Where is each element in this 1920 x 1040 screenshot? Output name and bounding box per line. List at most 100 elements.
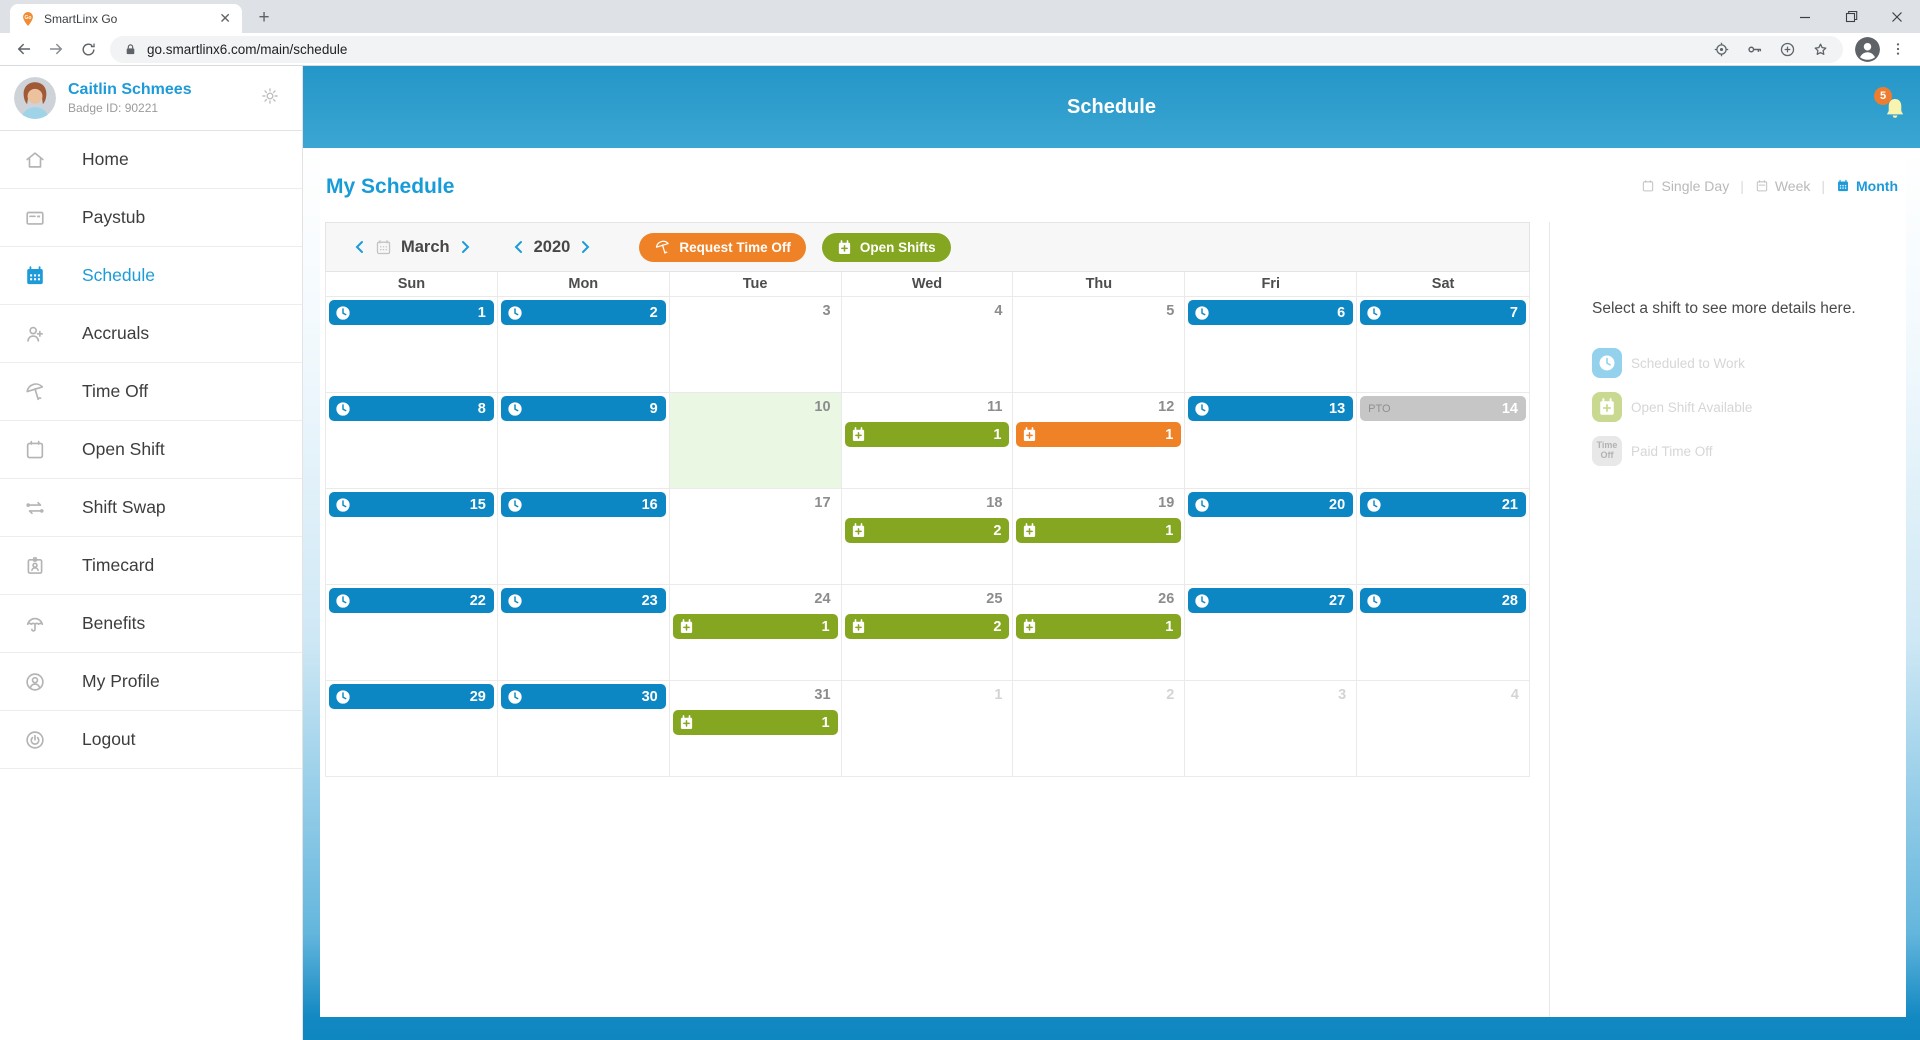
tab-close-icon[interactable]: ✕ xyxy=(219,10,231,26)
scheduled-shift-bar[interactable]: 23 xyxy=(500,588,666,613)
sidebar-item-my-profile[interactable]: My Profile xyxy=(0,653,302,711)
open-shift-bar[interactable]: 1 xyxy=(672,710,838,735)
scheduled-shift-bar[interactable]: 15 xyxy=(329,492,494,517)
password-key-icon[interactable] xyxy=(1746,41,1763,58)
view-toggle-week[interactable]: Week xyxy=(1755,178,1810,194)
scheduled-shift-bar[interactable]: 8 xyxy=(329,396,494,421)
sidebar-item-shift-swap[interactable]: Shift Swap xyxy=(0,479,302,537)
forward-icon[interactable] xyxy=(42,35,70,63)
calendar-day-cell[interactable]: 28 xyxy=(1357,584,1529,680)
calendar-day-cell[interactable]: 11 1 xyxy=(841,392,1014,488)
next-year-icon[interactable] xyxy=(577,239,593,255)
scheduled-shift-bar[interactable]: 16 xyxy=(500,492,666,517)
scheduled-shift-bar[interactable]: 6 xyxy=(1188,300,1354,325)
window-minimize-icon[interactable] xyxy=(1782,0,1828,33)
scheduled-shift-bar[interactable]: 7 xyxy=(1360,300,1526,325)
calendar-day-cell[interactable]: 6 xyxy=(1185,296,1358,392)
calendar-day-cell[interactable]: 10 xyxy=(669,392,842,488)
calendar-day-cell[interactable]: 4 xyxy=(841,296,1014,392)
calendar-day-cell[interactable]: 13 xyxy=(1185,392,1358,488)
calendar-day-cell[interactable]: PTO 14 xyxy=(1357,392,1529,488)
scheduled-shift-bar[interactable]: 9 xyxy=(500,396,666,421)
browser-tab[interactable]: Go SmartLinx Go ✕ xyxy=(10,4,242,33)
calendar-day-cell[interactable]: 30 xyxy=(497,680,670,776)
prev-month-icon[interactable] xyxy=(352,239,368,255)
open-shift-bar[interactable]: 1 xyxy=(1016,518,1182,543)
sidebar-item-logout[interactable]: Logout xyxy=(0,711,302,769)
calendar-day-cell[interactable]: 5 xyxy=(1013,296,1186,392)
open-shift-bar[interactable]: 1 xyxy=(1016,614,1182,639)
open-shift-bar[interactable]: 2 xyxy=(844,614,1010,639)
calendar-day-cell[interactable]: 1 xyxy=(841,680,1014,776)
view-toggle-month[interactable]: Month xyxy=(1836,178,1898,194)
next-month-icon[interactable] xyxy=(457,239,473,255)
calendar-day-cell[interactable]: 20 xyxy=(1185,488,1358,584)
browser-profile-avatar[interactable] xyxy=(1855,36,1880,62)
open-shifts-button[interactable]: Open Shifts xyxy=(821,232,951,262)
scheduled-shift-bar[interactable]: 30 xyxy=(500,684,666,709)
calendar-day-cell[interactable]: 2 xyxy=(1013,680,1186,776)
calendar-day-cell[interactable]: 24 1 xyxy=(669,584,842,680)
gear-icon[interactable] xyxy=(260,86,280,106)
calendar-day-cell[interactable]: 23 xyxy=(497,584,670,680)
sidebar-item-benefits[interactable]: Benefits xyxy=(0,595,302,653)
calendar-day-cell[interactable]: 31 1 xyxy=(669,680,842,776)
sidebar-item-accruals[interactable]: Accruals xyxy=(0,305,302,363)
prev-year-icon[interactable] xyxy=(511,239,527,255)
calendar-day-cell[interactable]: 2 xyxy=(497,296,670,392)
request-time-off-button[interactable]: Request Time Off xyxy=(639,232,806,262)
scheduled-shift-bar[interactable]: 2 xyxy=(500,300,666,325)
sidebar-item-open-shift[interactable]: Open Shift xyxy=(0,421,302,479)
browser-menu-icon[interactable] xyxy=(1886,37,1910,61)
calendar-day-cell[interactable]: 12 1 xyxy=(1013,392,1186,488)
scheduled-shift-bar[interactable]: 22 xyxy=(329,588,494,613)
scheduled-shift-bar[interactable]: 21 xyxy=(1360,492,1526,517)
open-shift-bar[interactable]: 2 xyxy=(844,518,1010,543)
calendar-day-cell[interactable]: 17 xyxy=(669,488,842,584)
calendar-day-cell[interactable]: 22 xyxy=(326,584,498,680)
time-off-request-bar[interactable]: 1 xyxy=(1016,422,1182,447)
scheduled-shift-bar[interactable]: 29 xyxy=(329,684,494,709)
scheduled-shift-bar[interactable]: 20 xyxy=(1188,492,1354,517)
calendar-day-cell[interactable]: 3 xyxy=(669,296,842,392)
notifications-bell[interactable]: 5 xyxy=(1874,87,1908,127)
open-shift-bar[interactable]: 1 xyxy=(672,614,838,639)
calendar-day-cell[interactable]: 1 xyxy=(326,296,498,392)
sidebar-item-schedule[interactable]: Schedule xyxy=(0,247,302,305)
sidebar-item-timecard[interactable]: Timecard xyxy=(0,537,302,595)
scheduled-shift-bar[interactable]: 27 xyxy=(1188,588,1354,613)
sidebar-item-paystub[interactable]: Paystub xyxy=(0,189,302,247)
calendar-day-cell[interactable]: 16 xyxy=(497,488,670,584)
add-circle-icon[interactable] xyxy=(1779,41,1796,58)
open-shift-bar[interactable]: 1 xyxy=(844,422,1010,447)
pto-bar[interactable]: PTO 14 xyxy=(1360,396,1526,421)
calendar-day-cell[interactable]: 7 xyxy=(1357,296,1529,392)
calendar-day-cell[interactable]: 9 xyxy=(497,392,670,488)
calendar-day-cell[interactable]: 3 xyxy=(1185,680,1358,776)
bookmark-star-icon[interactable] xyxy=(1812,41,1829,58)
calendar-day-cell[interactable]: 27 xyxy=(1185,584,1358,680)
calendar-day-cell[interactable]: 19 1 xyxy=(1013,488,1186,584)
calendar-plus-icon xyxy=(1022,619,1037,634)
send-to-device-icon[interactable] xyxy=(1713,41,1730,58)
calendar-day-cell[interactable]: 18 2 xyxy=(841,488,1014,584)
scheduled-shift-bar[interactable]: 13 xyxy=(1188,396,1354,421)
calendar-day-cell[interactable]: 26 1 xyxy=(1013,584,1186,680)
back-icon[interactable] xyxy=(10,35,38,63)
scheduled-shift-bar[interactable]: 28 xyxy=(1360,588,1526,613)
calendar-day-cell[interactable]: 29 xyxy=(326,680,498,776)
reload-icon[interactable] xyxy=(74,35,102,63)
window-close-icon[interactable] xyxy=(1874,0,1920,33)
calendar-day-cell[interactable]: 8 xyxy=(326,392,498,488)
sidebar-item-home[interactable]: Home xyxy=(0,131,302,189)
sidebar-item-time-off[interactable]: Time Off xyxy=(0,363,302,421)
calendar-day-cell[interactable]: 25 2 xyxy=(841,584,1014,680)
calendar-day-cell[interactable]: 4 xyxy=(1357,680,1529,776)
view-toggle-single-day[interactable]: Single Day xyxy=(1641,178,1729,194)
address-bar[interactable]: go.smartlinx6.com/main/schedule xyxy=(110,35,1843,63)
window-restore-icon[interactable] xyxy=(1828,0,1874,33)
calendar-day-cell[interactable]: 21 xyxy=(1357,488,1529,584)
new-tab-icon[interactable]: + xyxy=(258,7,270,28)
calendar-day-cell[interactable]: 15 xyxy=(326,488,498,584)
scheduled-shift-bar[interactable]: 1 xyxy=(329,300,494,325)
